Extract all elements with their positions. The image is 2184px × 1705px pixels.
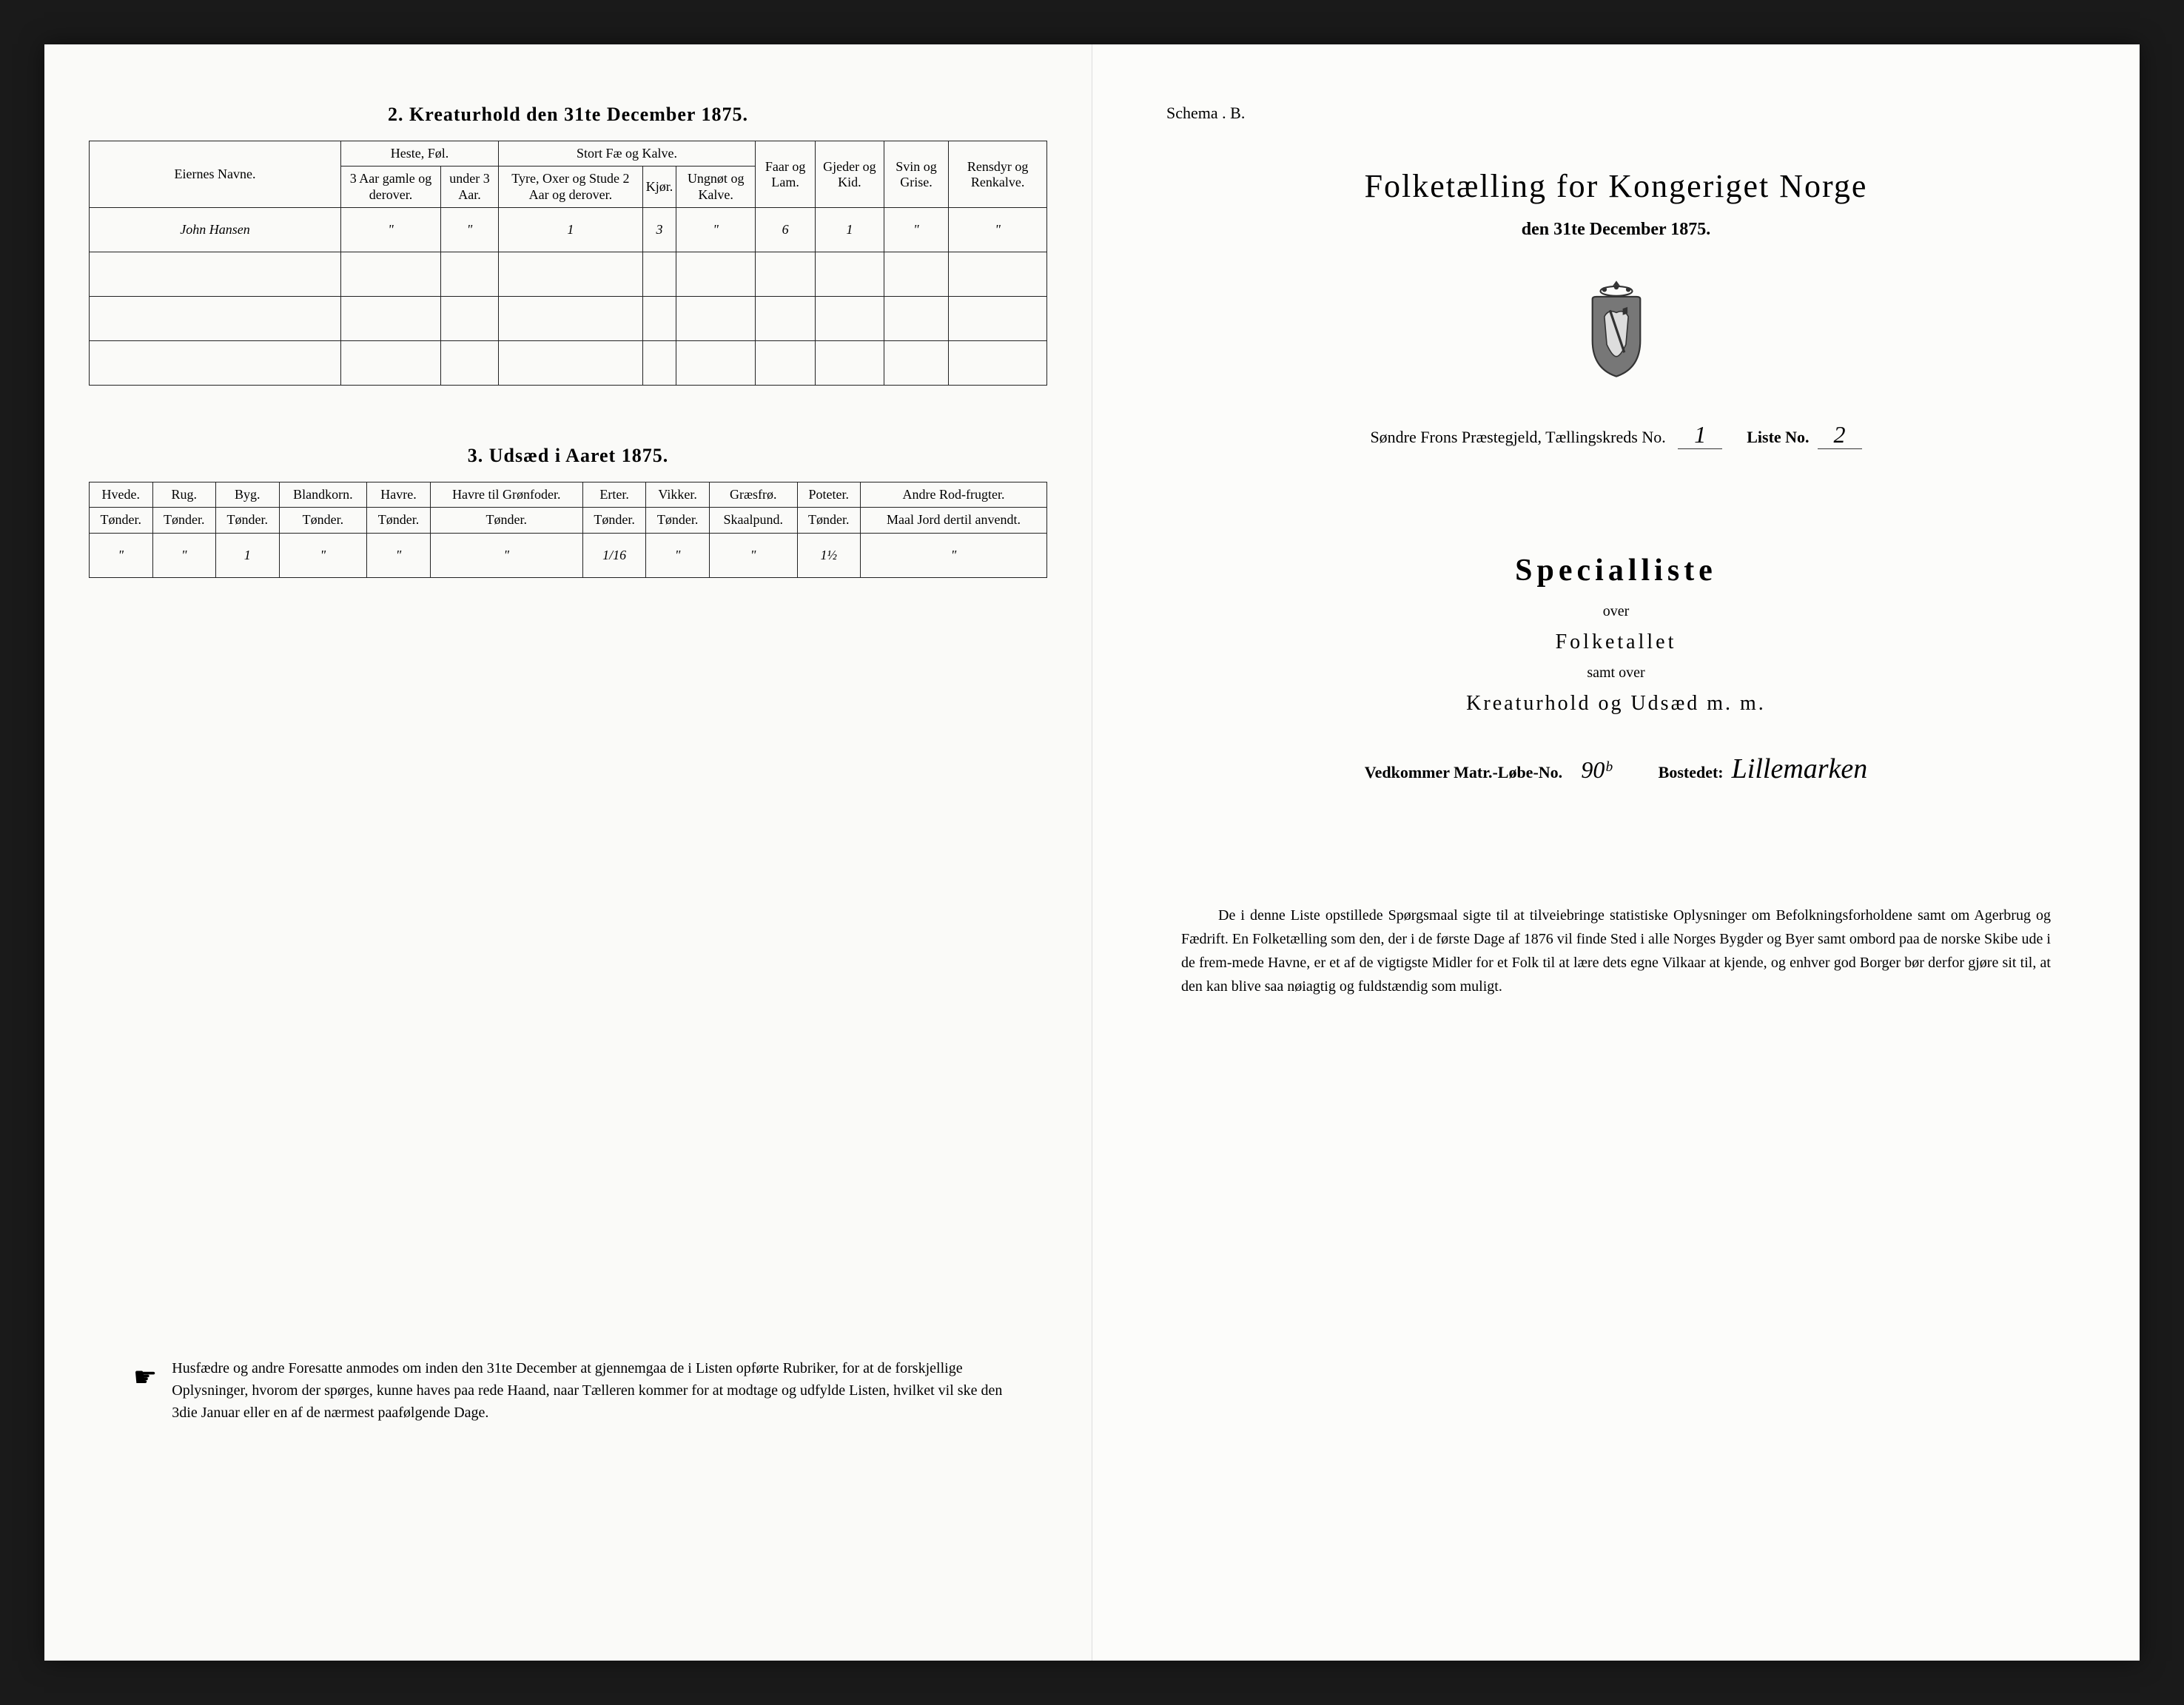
group-heste: Heste, Føl.: [341, 141, 499, 167]
liste-label: Liste No.: [1747, 428, 1809, 446]
cell: ": [884, 208, 949, 252]
group-storfe: Stort Fæ og Kalve.: [498, 141, 755, 167]
unit: Tønder.: [646, 508, 710, 534]
pointer-hand-icon: ☛: [133, 1357, 157, 1424]
specialliste-title: Specialliste: [1137, 553, 2095, 588]
table3-title: 3. Udsæd i Aaret 1875.: [89, 445, 1047, 467]
cell: ": [367, 533, 431, 577]
right-page: Schema . B. Folketælling for Kongeriget …: [1092, 44, 2140, 1661]
schema-label: Schema . B.: [1137, 104, 2095, 123]
cell: ": [949, 208, 1047, 252]
folketallet-label: Folketallet: [1137, 630, 2095, 654]
col-svin: Svin og Grise.: [884, 141, 949, 208]
cell: ": [279, 533, 367, 577]
cell: 1: [498, 208, 642, 252]
col-vikker: Vikker.: [646, 482, 710, 508]
col-faar: Faar og Lam.: [756, 141, 816, 208]
over-label: over: [1137, 603, 2095, 620]
table-row: " " 1 " " " 1/16 " " 1½ ": [90, 533, 1047, 577]
liste-no: 2: [1818, 421, 1862, 449]
scan-frame: 2. Kreaturhold den 31te December 1875. E…: [44, 44, 2140, 1661]
kreatur-label: Kreaturhold og Udsæd m. m.: [1137, 692, 2095, 716]
kreds-no: 1: [1678, 421, 1722, 449]
cell: ": [709, 533, 797, 577]
unit: Tønder.: [216, 508, 280, 534]
table2-title: 2. Kreaturhold den 31te December 1875.: [89, 104, 1047, 126]
col-blandkorn: Blandkorn.: [279, 482, 367, 508]
cell: ": [861, 533, 1047, 577]
col-erter: Erter.: [582, 482, 646, 508]
cell: 1: [216, 533, 280, 577]
table-row: [90, 252, 1047, 297]
col-kjor: Kjør.: [642, 167, 676, 208]
unit: Skaalpund.: [709, 508, 797, 534]
cell: ": [430, 533, 582, 577]
cell: ": [646, 533, 710, 577]
col-heste-3aar: 3 Aar gamle og derover.: [341, 167, 441, 208]
col-havre: Havre.: [367, 482, 431, 508]
col-tyre: Tyre, Oxer og Stude 2 Aar og derover.: [498, 167, 642, 208]
bostedet-label: Bostedet:: [1659, 763, 1724, 781]
cell: 6: [756, 208, 816, 252]
unit: Maal Jord dertil anvendt.: [861, 508, 1047, 534]
cell: 1: [816, 208, 884, 252]
footer-text: Husfædre og andre Foresatte anmodes om i…: [172, 1357, 1003, 1424]
right-footer: De i denne Liste opstillede Spørgsmaal s…: [1137, 904, 2095, 998]
col-byg: Byg.: [216, 482, 280, 508]
parish-mid: Præstegjeld, Tællingskreds No.: [1462, 428, 1666, 446]
unit: Tønder.: [367, 508, 431, 534]
cell: 1½: [797, 533, 861, 577]
bostedet: Lillemarken: [1732, 753, 1868, 784]
col-havre-gron: Havre til Grønfoder.: [430, 482, 582, 508]
owner-name: John Hansen: [90, 208, 341, 252]
parish-prefix: Søndre Frons: [1370, 428, 1457, 446]
name-header: Eiernes Navne.: [90, 141, 341, 208]
cell: ": [676, 208, 756, 252]
col-graesfro: Græsfrø.: [709, 482, 797, 508]
matr-no: 90ᵇ: [1567, 756, 1626, 784]
vedkommer-label: Vedkommer Matr.-Løbe-No.: [1365, 763, 1562, 781]
cell: ": [441, 208, 499, 252]
left-footer: ☛ Husfædre og andre Foresatte anmodes om…: [133, 1357, 1003, 1424]
table-row: [90, 341, 1047, 386]
unit: Tønder.: [279, 508, 367, 534]
unit: Tønder.: [152, 508, 216, 534]
col-poteter: Poteter.: [797, 482, 861, 508]
cell: 1/16: [582, 533, 646, 577]
sub-date: den 31te December 1875.: [1137, 220, 2095, 240]
unit: Tønder.: [582, 508, 646, 534]
main-title: Folketælling for Kongeriget Norge: [1137, 167, 2095, 205]
col-ungnot: Ungnøt og Kalve.: [676, 167, 756, 208]
coat-of-arms-icon: [1137, 277, 2095, 384]
seed-table: Hvede. Rug. Byg. Blandkorn. Havre. Havre…: [89, 482, 1047, 578]
unit: Tønder.: [90, 508, 153, 534]
cell: 3: [642, 208, 676, 252]
unit: Tønder.: [797, 508, 861, 534]
parish-line: Søndre Frons Præstegjeld, Tællingskreds …: [1137, 421, 2095, 449]
table-row: John Hansen " " 1 3 " 6 1 " ": [90, 208, 1047, 252]
table-row: [90, 297, 1047, 341]
unit: Tønder.: [430, 508, 582, 534]
vedkommer-line: Vedkommer Matr.-Løbe-No. 90ᵇ Bostedet: L…: [1137, 753, 2095, 785]
livestock-table: Eiernes Navne. Heste, Føl. Stort Fæ og K…: [89, 141, 1047, 386]
left-page: 2. Kreaturhold den 31te December 1875. E…: [44, 44, 1092, 1661]
col-rensdyr: Rensdyr og Renkalve.: [949, 141, 1047, 208]
cell: ": [152, 533, 216, 577]
cell: ": [90, 533, 153, 577]
col-rug: Rug.: [152, 482, 216, 508]
col-hvede: Hvede.: [90, 482, 153, 508]
cell: ": [341, 208, 441, 252]
col-gjeder: Gjeder og Kid.: [816, 141, 884, 208]
col-heste-under3: under 3 Aar.: [441, 167, 499, 208]
col-rodfrugter: Andre Rod-frugter.: [861, 482, 1047, 508]
samt-label: samt over: [1137, 665, 2095, 682]
